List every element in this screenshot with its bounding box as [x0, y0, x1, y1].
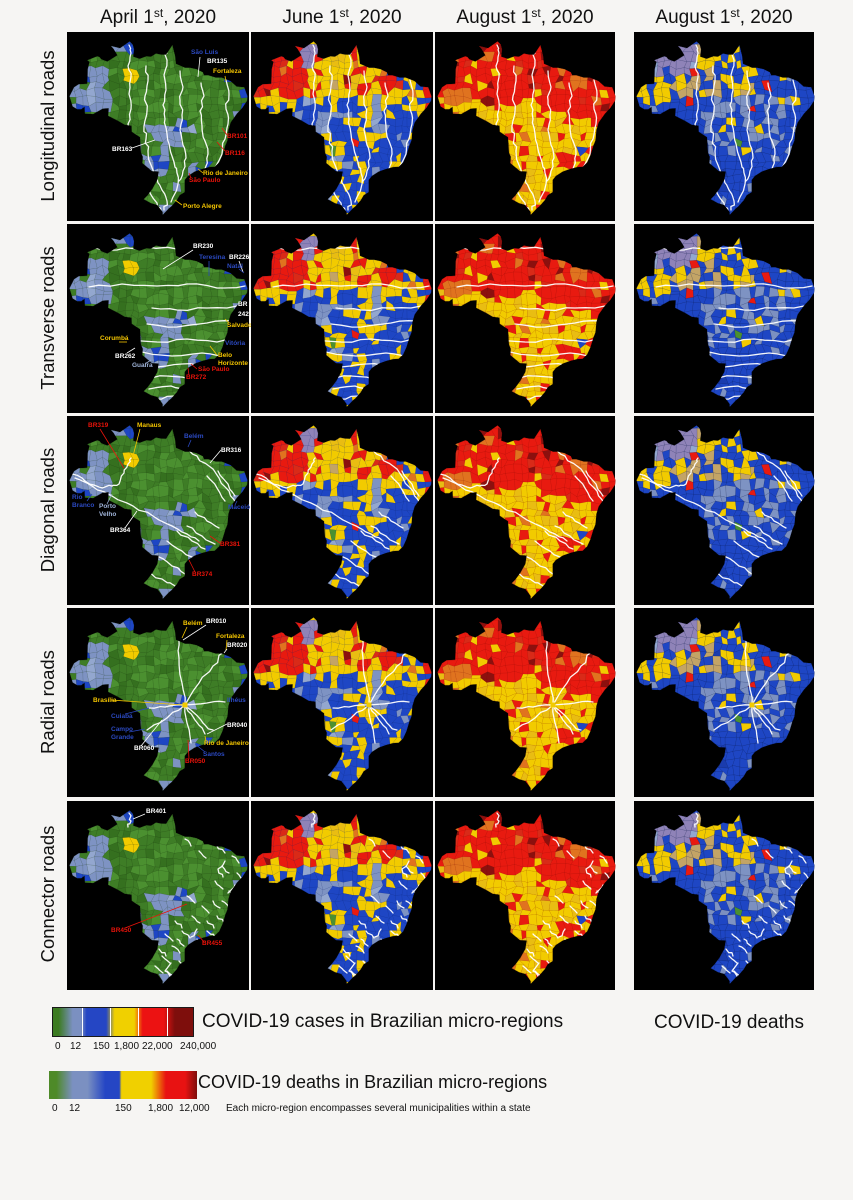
svg-text:BR455: BR455 — [202, 940, 223, 947]
svg-text:BR262: BR262 — [115, 353, 136, 360]
svg-text:Brasília: Brasília — [93, 697, 117, 704]
svg-text:BR381: BR381 — [220, 541, 241, 548]
svg-text:BR319: BR319 — [88, 422, 109, 429]
svg-text:BR364: BR364 — [110, 527, 131, 534]
svg-text:Fortaleza: Fortaleza — [213, 68, 242, 75]
svg-text:BR116: BR116 — [225, 150, 245, 157]
svg-text:242: 242 — [238, 311, 249, 318]
svg-text:Maceió: Maceió — [228, 504, 250, 511]
svg-text:BR040: BR040 — [227, 722, 248, 729]
svg-text:Santos: Santos — [203, 751, 225, 758]
svg-text:BR316: BR316 — [221, 447, 242, 454]
svg-text:BR401: BR401 — [146, 808, 167, 815]
svg-text:BR135: BR135 — [207, 58, 228, 65]
svg-text:BR226: BR226 — [229, 254, 250, 261]
svg-text:BR374: BR374 — [192, 571, 213, 578]
svg-text:BR272: BR272 — [186, 374, 207, 381]
svg-text:São Paulo: São Paulo — [198, 366, 229, 373]
svg-text:Manaus: Manaus — [137, 422, 162, 429]
svg-text:Teresina: Teresina — [199, 254, 226, 261]
svg-text:Branco: Branco — [72, 502, 94, 509]
svg-text:Ilhéus: Ilhéus — [227, 697, 246, 704]
svg-text:São Luis: São Luis — [191, 49, 218, 56]
svg-text:Belo: Belo — [218, 352, 232, 359]
svg-text:Vitória: Vitória — [225, 340, 245, 347]
svg-text:Rio de Janeiro: Rio de Janeiro — [203, 170, 248, 177]
svg-text:Belém: Belém — [183, 620, 203, 627]
svg-text:Fortaleza: Fortaleza — [216, 633, 245, 640]
svg-text:BR101: BR101 — [227, 133, 248, 140]
svg-text:Porto: Porto — [99, 503, 116, 510]
svg-text:Horizonte: Horizonte — [218, 360, 248, 367]
svg-text:Rio de Janeiro: Rio de Janeiro — [204, 740, 249, 747]
svg-text:BR230: BR230 — [193, 243, 214, 250]
svg-text:Corumbá: Corumbá — [100, 335, 129, 342]
svg-text:Rio: Rio — [72, 494, 83, 501]
svg-text:Cuiabá: Cuiabá — [111, 713, 133, 720]
svg-text:BR450: BR450 — [111, 927, 132, 934]
svg-text:BR: BR — [238, 301, 248, 308]
svg-text:Grande: Grande — [111, 734, 134, 741]
svg-text:Natal: Natal — [227, 263, 243, 270]
svg-text:Campo: Campo — [111, 726, 133, 733]
svg-text:BR060: BR060 — [134, 745, 155, 752]
svg-text:Belém: Belém — [184, 433, 204, 440]
svg-text:São Paulo: São Paulo — [189, 177, 220, 184]
svg-text:BR050: BR050 — [185, 758, 206, 765]
svg-text:Velho: Velho — [99, 511, 116, 518]
svg-text:BR010: BR010 — [206, 618, 227, 625]
svg-text:BR020: BR020 — [227, 642, 248, 649]
svg-text:Guaíra: Guaíra — [132, 362, 153, 369]
svg-text:Salvador: Salvador — [227, 322, 255, 329]
svg-text:Porto Alegre: Porto Alegre — [183, 203, 222, 210]
svg-text:BR163: BR163 — [112, 146, 133, 153]
